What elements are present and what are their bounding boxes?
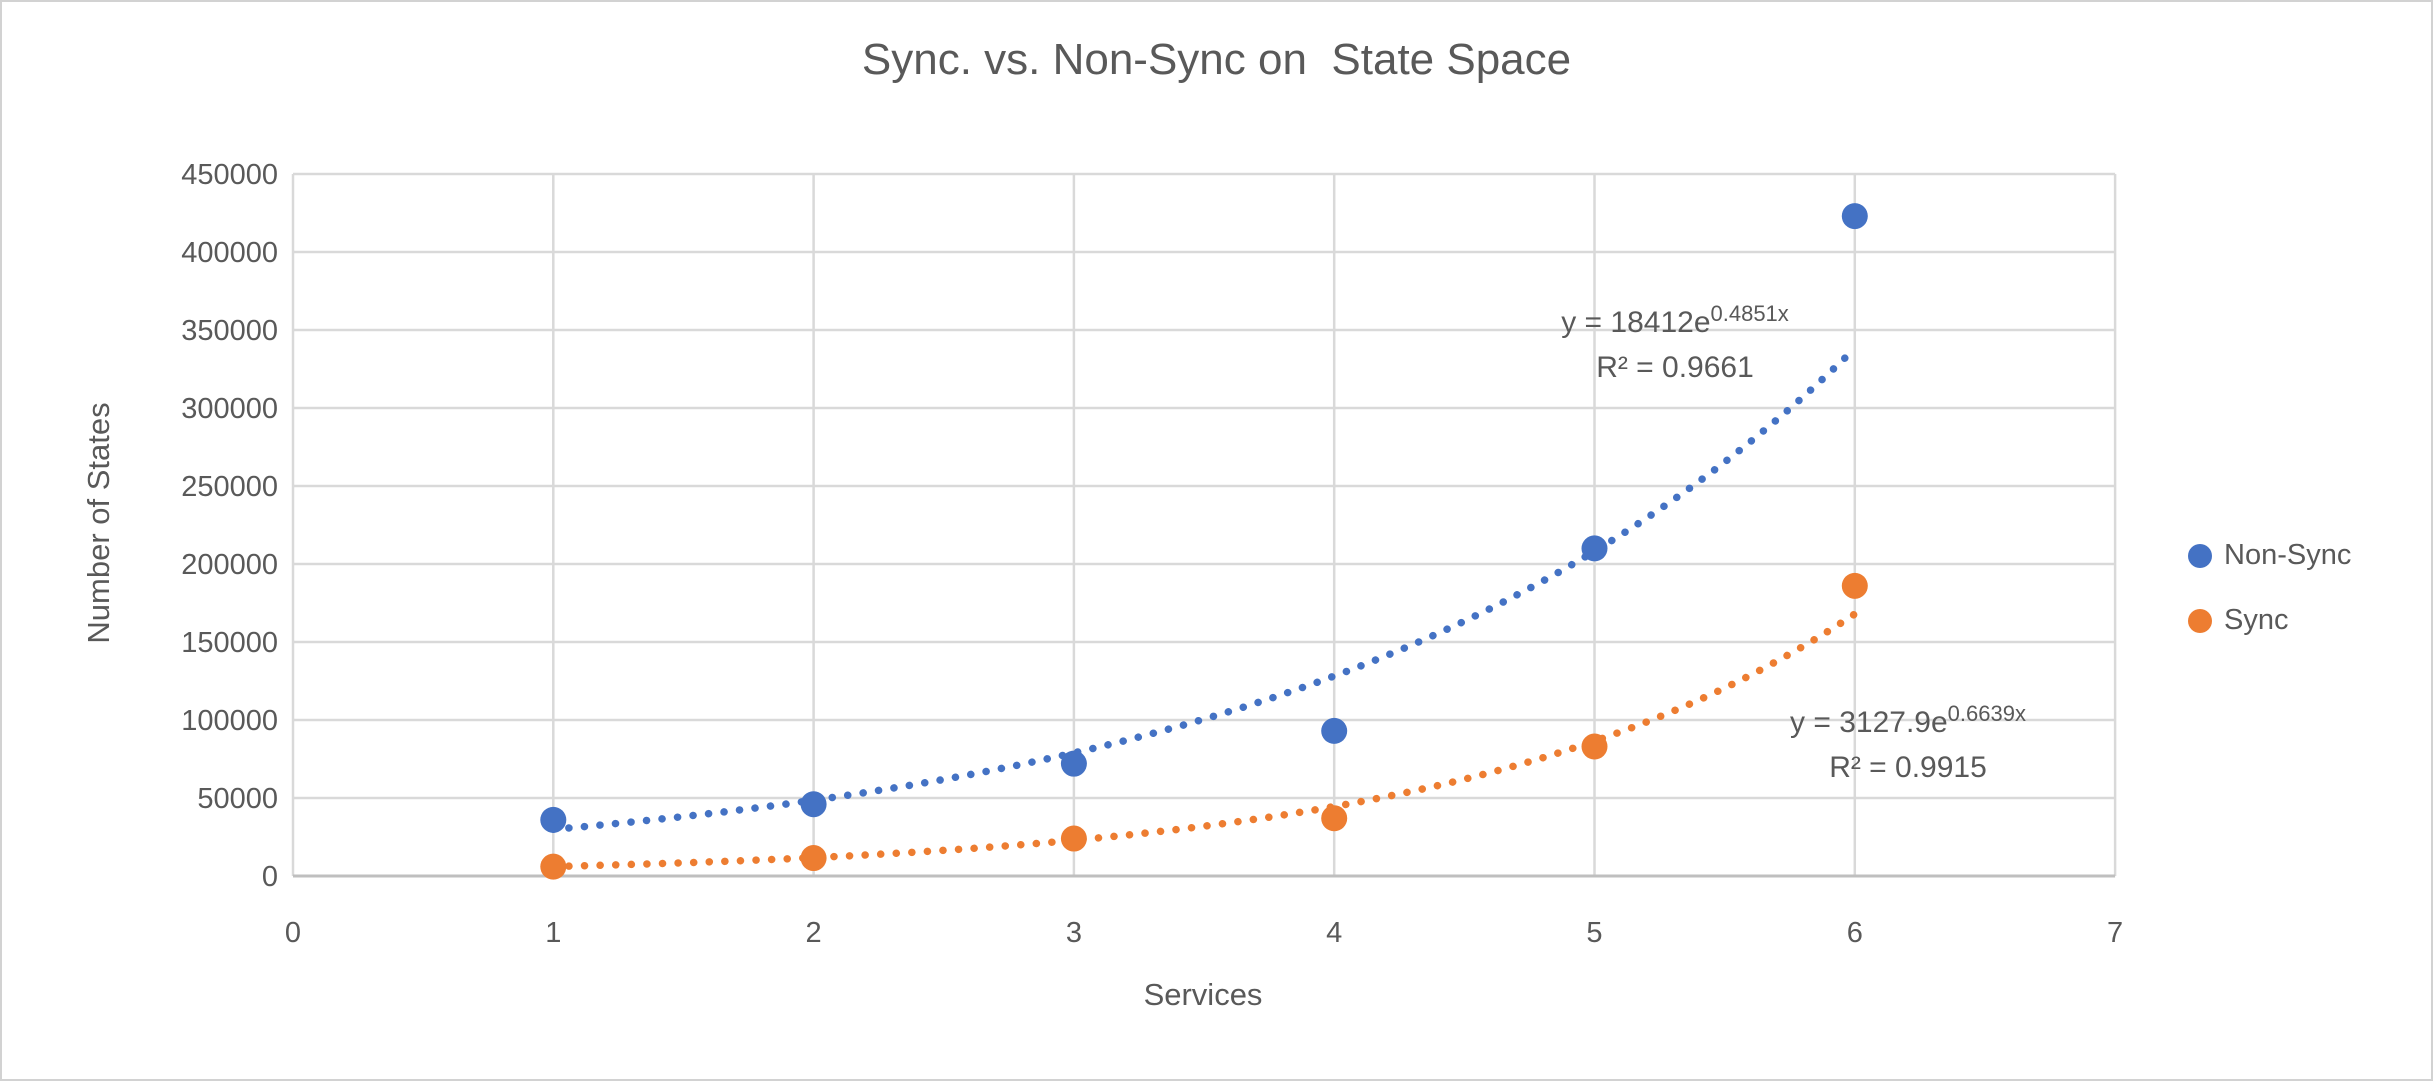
data-point-sync (1321, 805, 1348, 832)
legend-item-sync: Sync (2188, 604, 2351, 637)
y-tick-label: 200000 (181, 549, 278, 581)
sync-trendline-label: y = 3127.9e0.6639x R² = 0.9915 (1790, 700, 2026, 790)
non-sync-equation: y = 18412e0.4851x (1561, 301, 1789, 340)
x-tick-label: 7 (2107, 917, 2123, 949)
data-point-sync (800, 845, 827, 872)
data-point-sync (1581, 733, 1608, 760)
y-tick-label: 400000 (181, 237, 278, 269)
legend-label-non-sync: Non-Sync (2224, 539, 2352, 571)
data-point-non-sync (800, 791, 827, 818)
data-point-non-sync (1581, 535, 1608, 562)
data-point-non-sync (1060, 750, 1087, 777)
x-tick-label: 3 (1066, 917, 1082, 949)
y-tick-label: 250000 (181, 471, 278, 503)
y-tick-label: 300000 (181, 393, 278, 425)
y-tick-label: 0 (262, 861, 278, 893)
sync-equation: y = 3127.9e0.6639x (1790, 701, 2026, 740)
data-point-non-sync (1321, 717, 1348, 744)
non-sync-r-squared: R² = 0.9661 (1596, 351, 1754, 384)
data-point-sync (1841, 572, 1868, 599)
sync-r-squared: R² = 0.9915 (1829, 751, 1987, 784)
legend-item-non-sync: Non-Sync (2188, 539, 2351, 572)
y-tick-label: 50000 (197, 783, 278, 815)
legend: Non-Sync Sync (2188, 539, 2351, 637)
x-tick-label: 4 (1326, 917, 1342, 949)
trendline-sync (549, 610, 1859, 871)
x-tick-label: 5 (1586, 917, 1602, 949)
sync-legend-marker-icon (2188, 608, 2212, 633)
y-axis-title: Number of States (81, 402, 116, 644)
data-point-non-sync (1841, 203, 1868, 230)
trendline-non-sync (549, 344, 1859, 834)
non-sync-legend-marker-icon (2188, 543, 2212, 568)
x-tick-label: 0 (285, 917, 301, 949)
chart-title: Sync. vs. Non-Sync on State Space (861, 35, 1572, 84)
x-tick-label: 6 (1847, 917, 1863, 949)
y-tick-label: 100000 (181, 705, 278, 737)
x-tick-label: 2 (806, 917, 822, 949)
data-point-sync (540, 853, 567, 880)
y-tick-label: 450000 (181, 159, 278, 191)
y-tick-label: 350000 (181, 315, 278, 347)
data-point-sync (1060, 825, 1087, 852)
data-point-non-sync (540, 806, 567, 833)
y-tick-label: 150000 (181, 627, 278, 659)
legend-label-sync: Sync (2224, 604, 2289, 636)
x-axis-title: Services (1143, 977, 1263, 1012)
non-sync-trendline-label: y = 18412e0.4851x R² = 0.9661 (1561, 300, 1789, 390)
x-tick-label: 1 (545, 917, 561, 949)
